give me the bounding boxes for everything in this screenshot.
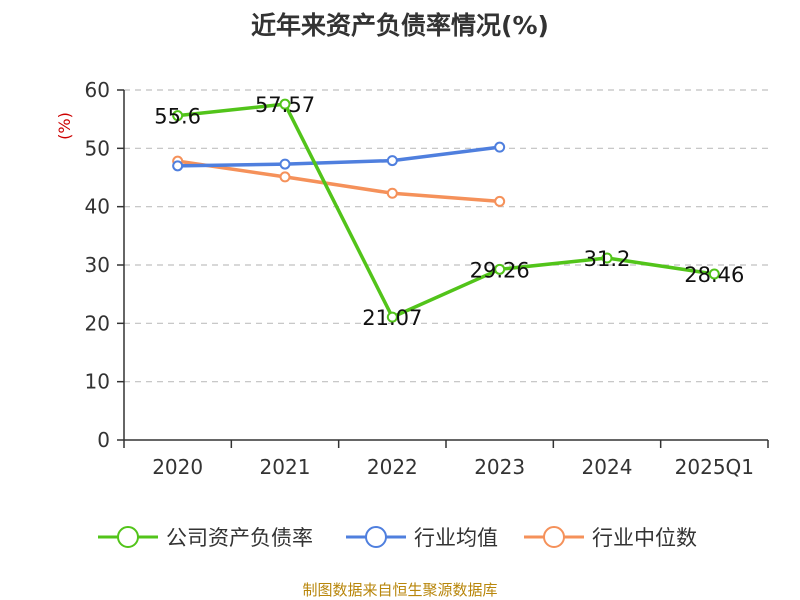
data-label: 29.26 xyxy=(470,258,530,282)
x-tick-label: 2023 xyxy=(474,455,525,479)
source-note: 制图数据来自恒生聚源数据库 xyxy=(302,581,497,599)
series-line xyxy=(177,145,500,168)
y-tick-label: 0 xyxy=(97,428,110,452)
y-axis-unit: (%) xyxy=(55,112,74,140)
data-label: 28.46 xyxy=(684,263,744,287)
legend: 公司资产负债率 行业均值 行业中位数 xyxy=(98,526,697,550)
axes xyxy=(117,89,769,448)
data-point xyxy=(386,155,398,167)
data-point xyxy=(279,171,291,183)
series-0 xyxy=(172,98,720,323)
data-point xyxy=(494,195,506,207)
legend-item-1: 行业均值 xyxy=(346,526,498,550)
data-point xyxy=(386,311,398,323)
data-point xyxy=(494,141,506,153)
legend-label: 行业均值 xyxy=(414,526,498,550)
data-point xyxy=(172,110,184,122)
x-tick-label: 2025Q1 xyxy=(675,455,754,479)
grid-lines xyxy=(124,89,768,383)
data-point xyxy=(279,158,291,170)
legend-marker xyxy=(543,526,565,548)
data-point xyxy=(494,263,506,275)
data-point xyxy=(386,187,398,199)
data-label: 55.6 xyxy=(154,105,201,129)
y-tick-label: 50 xyxy=(85,136,110,160)
data-point xyxy=(601,252,613,264)
x-tick-label: 2024 xyxy=(582,455,633,479)
data-label: 21.07 xyxy=(362,306,422,330)
series-group xyxy=(172,98,720,323)
data-label: 57.57 xyxy=(255,93,315,117)
x-tick-label: 2021 xyxy=(260,455,311,479)
y-tick-label: 60 xyxy=(85,78,110,102)
y-tick-label: 40 xyxy=(85,195,110,219)
y-tick-label: 20 xyxy=(85,311,110,335)
data-labels: 55.6 57.57 21.07 29.26 31.2 28.46 xyxy=(154,93,744,330)
data-label: 31.2 xyxy=(584,247,631,271)
series-1 xyxy=(172,141,506,172)
legend-item-2: 行业中位数 xyxy=(524,526,697,550)
x-tick-label: 2020 xyxy=(152,455,203,479)
series-line xyxy=(177,102,715,319)
series-line xyxy=(177,159,500,204)
legend-item-0: 公司资产负债率 xyxy=(98,526,313,550)
data-point xyxy=(172,160,184,172)
x-tick-labels: 2020 2021 2022 2023 2024 2025Q1 xyxy=(152,455,754,479)
legend-label: 公司资产负债率 xyxy=(166,526,313,550)
data-point xyxy=(279,98,291,110)
y-tick-label: 10 xyxy=(85,370,110,394)
chart-title: 近年来资产负债率情况(%) xyxy=(251,11,549,40)
x-tick-label: 2022 xyxy=(367,455,418,479)
data-point xyxy=(708,268,720,280)
y-tick-labels: 0 10 20 30 40 50 60 xyxy=(85,78,110,452)
legend-marker xyxy=(365,526,387,548)
y-tick-label: 30 xyxy=(85,253,110,277)
legend-marker xyxy=(117,526,139,548)
legend-label: 行业中位数 xyxy=(592,526,697,550)
